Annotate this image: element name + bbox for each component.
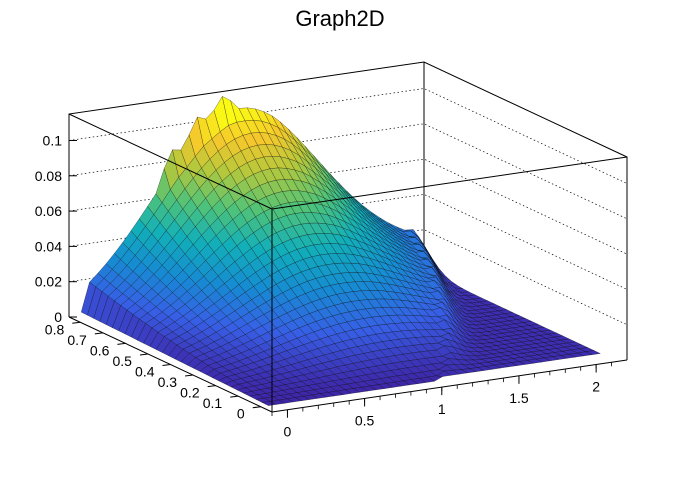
y-tick-label-7: 0.7 bbox=[67, 332, 87, 348]
y-tick-8 bbox=[72, 321, 81, 324]
z-gridline-1 bbox=[68, 229, 628, 326]
box-left-top bbox=[68, 113, 273, 210]
axis-ticks: 00.511.5200.10.20.30.40.50.60.70.800.020… bbox=[35, 132, 612, 440]
surface-mesh bbox=[80, 95, 601, 406]
y-tick-1 bbox=[230, 395, 239, 398]
x-tick-label-2: 1 bbox=[438, 401, 446, 417]
x-tick-label-4: 2 bbox=[592, 379, 600, 395]
z-gridline-4 bbox=[68, 123, 628, 220]
y-tick-label-8: 0.8 bbox=[45, 321, 65, 337]
z-gridline-3 bbox=[68, 158, 628, 255]
y-tick-label-6: 0.6 bbox=[90, 342, 110, 358]
x-axis-line bbox=[271, 359, 628, 413]
x-tick-label-0: 0 bbox=[284, 424, 292, 440]
y-tick-label-2: 0.2 bbox=[180, 385, 200, 401]
x-tick-label-3: 1.5 bbox=[509, 390, 529, 406]
z-gridline-5 bbox=[68, 88, 628, 184]
y-tick-2 bbox=[207, 385, 216, 388]
y-tick-7 bbox=[94, 332, 103, 335]
z-tick-label-0: 0 bbox=[54, 309, 62, 325]
y-tick-3 bbox=[184, 374, 194, 377]
box-front-top bbox=[271, 156, 628, 210]
z-tick-label-3: 0.06 bbox=[35, 203, 62, 219]
y-tick-4 bbox=[162, 364, 171, 366]
y-tick-label-5: 0.5 bbox=[112, 353, 132, 369]
chart-title: Graph2D bbox=[295, 6, 384, 31]
z-gridline-2 bbox=[68, 194, 628, 290]
x-tick-label-1: 0.5 bbox=[355, 412, 375, 428]
y-tick-label-4: 0.4 bbox=[135, 364, 155, 380]
z-tick-label-1: 0.02 bbox=[35, 274, 62, 290]
z-tick-label-4: 0.08 bbox=[35, 168, 62, 184]
z-tick-label-5: 0.1 bbox=[43, 132, 63, 148]
y-tick-label-1: 0.1 bbox=[203, 395, 223, 411]
y-tick-6 bbox=[117, 342, 126, 345]
y-tick-label-0: 0 bbox=[237, 406, 245, 422]
z-tick-label-2: 0.04 bbox=[35, 238, 62, 254]
y-tick-label-3: 0.3 bbox=[158, 374, 178, 390]
y-tick-5 bbox=[139, 353, 149, 356]
surface-cell-39-0 bbox=[585, 350, 601, 355]
y-tick-0 bbox=[252, 406, 261, 409]
